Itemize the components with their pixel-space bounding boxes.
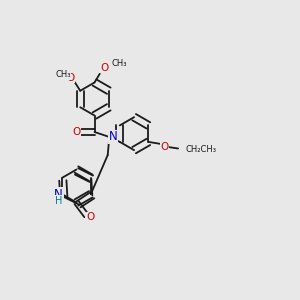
Text: O: O <box>72 127 81 137</box>
Text: N: N <box>54 188 63 201</box>
Text: CH₃: CH₃ <box>112 59 127 68</box>
Text: CH₃: CH₃ <box>55 70 70 79</box>
Text: H: H <box>55 196 62 206</box>
Text: O: O <box>86 212 94 222</box>
Text: O: O <box>160 142 169 152</box>
Text: O: O <box>66 73 74 83</box>
Text: O: O <box>100 63 108 73</box>
Text: CH₂CH₃: CH₂CH₃ <box>186 145 217 154</box>
Text: N: N <box>109 130 117 143</box>
